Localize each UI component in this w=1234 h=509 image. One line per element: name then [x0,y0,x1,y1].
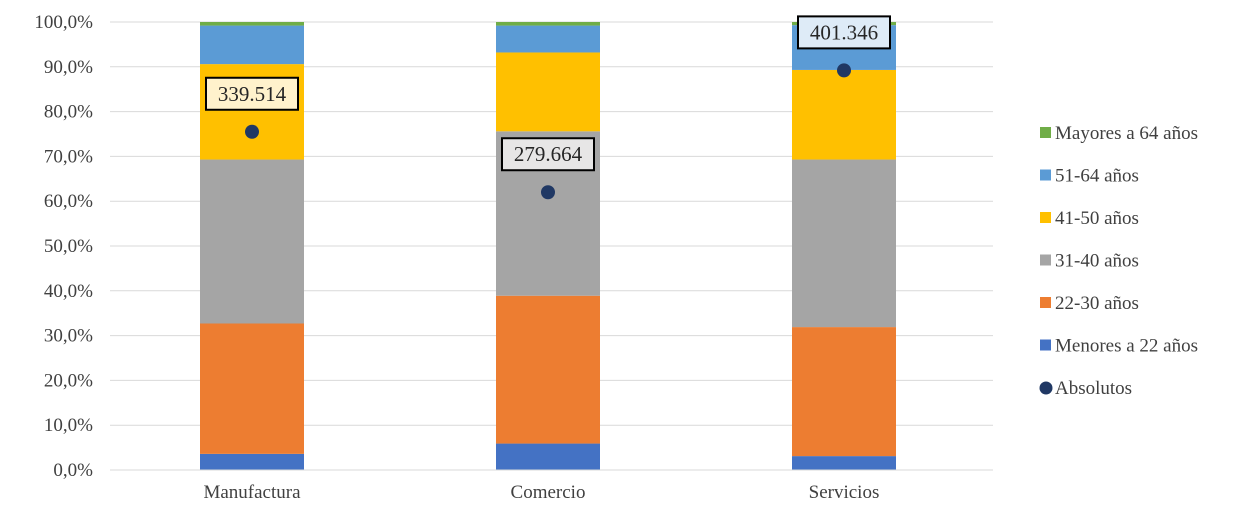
bar-segment [496,25,600,53]
bar-segment [792,69,896,160]
bar-segment [792,327,896,457]
y-tick-label: 40,0% [44,281,93,302]
data-label: 279.664 [514,142,583,166]
y-tick-label: 50,0% [44,236,93,257]
legend-label: Mayores a 64 años [1055,123,1198,144]
x-tick-label: Manufactura [203,482,301,503]
legend-label: 51-64 años [1055,166,1139,187]
x-tick-label: Servicios [809,482,880,503]
bar-segment [496,295,600,444]
y-tick-label: 0,0% [53,460,93,481]
legend-label: 31-40 años [1055,251,1139,272]
legend-marker [1039,381,1053,395]
y-tick-label: 60,0% [44,191,93,212]
y-tick-label: 90,0% [44,57,93,78]
bar-segment [200,323,304,454]
legend-swatch [1040,127,1051,138]
legend-swatch [1040,254,1051,266]
bars [200,22,896,470]
bar-segment [200,453,304,470]
absolutos-data-labels: 339.514 279.664 401.346 [205,15,891,172]
y-tick-label: 30,0% [44,326,93,347]
absolutos-point [245,124,259,139]
y-tick-label: 20,0% [44,370,93,391]
legend-swatch [1040,169,1051,181]
legend-label: 22-30 años [1055,293,1139,314]
legend-swatch [1040,212,1051,223]
legend-label: Absolutos [1055,378,1132,399]
legend-swatch [1040,297,1051,308]
data-label-box [205,76,299,111]
data-label-box [501,137,595,172]
bar-segment [200,25,304,65]
legend-label: Menores a 22 años [1055,336,1198,357]
y-tick-label: 100,0% [34,12,93,33]
data-label: 401.346 [810,20,878,44]
x-tick-label: Comercio [511,482,586,503]
data-label-box [797,15,891,50]
y-axis-ticks: 0,0% 10,0% 20,0% 30,0% 40,0% 50,0% 60,0% 70,0% 8… [34,12,93,481]
legend-label: 41-50 años [1055,208,1139,229]
data-label: 339.514 [218,82,287,106]
legend: Mayores a 64 años 51-64 años 41-50 años 31-… [1039,123,1198,399]
bar-segment [496,443,600,470]
legend-swatch [1040,339,1051,351]
y-tick-label: 80,0% [44,102,93,123]
bar-segment [792,456,896,470]
bar-segment [792,159,896,328]
absolutos-point [837,63,851,78]
y-tick-label: 70,0% [44,146,93,167]
x-axis-ticks: Manufactura Comercio Servicios [203,482,879,503]
absolutos-points [245,63,851,200]
bar-segment [200,159,304,324]
y-tick-label: 10,0% [44,415,93,436]
bar-segment [496,52,600,132]
absolutos-point [541,185,555,200]
bar-segment [200,22,304,26]
bar-segment [496,22,600,26]
